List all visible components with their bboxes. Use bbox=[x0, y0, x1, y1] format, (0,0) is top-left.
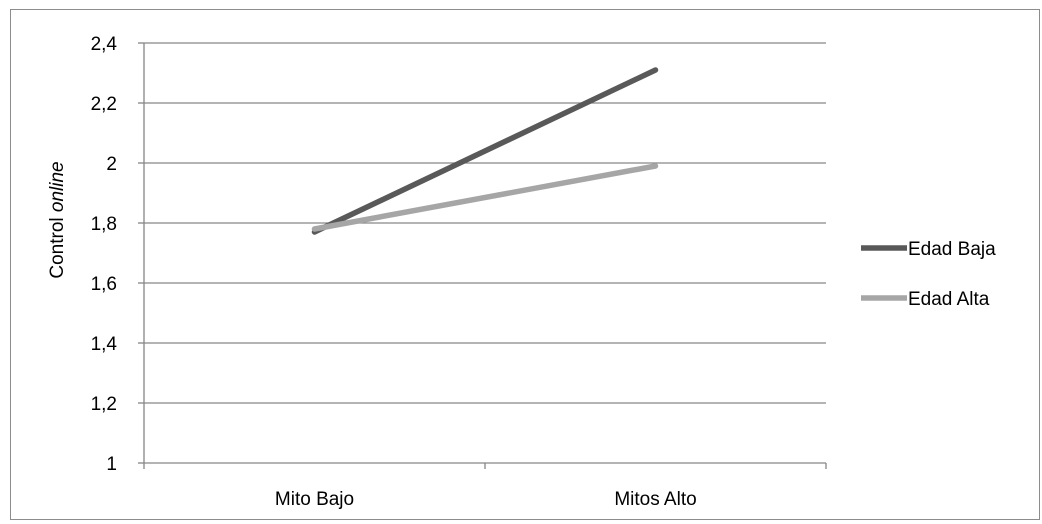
line-chart: 1 1,2 1,4 1,6 1,8 2 2,2 2,4 Mito Bajo Mitos Alto… bbox=[47, 34, 996, 510]
y-axis-title: Control online bbox=[47, 161, 68, 278]
y-tick-label: 1,4 bbox=[91, 334, 118, 355]
legend: Edad Baja Edad Alta bbox=[861, 239, 996, 310]
legend-label: Edad Alta bbox=[908, 289, 990, 310]
y-axis-title-italic: online bbox=[47, 161, 68, 212]
chart-frame: 1 1,2 1,4 1,6 1,8 2 2,2 2,4 Mito Bajo Mitos Alto… bbox=[10, 9, 1040, 520]
legend-label: Edad Baja bbox=[908, 239, 996, 260]
y-tick-label: 1,6 bbox=[91, 274, 117, 295]
y-tick-label: 1 bbox=[106, 454, 117, 475]
x-category-label: Mito Bajo bbox=[275, 489, 354, 510]
x-axis-categories: Mito Bajo Mitos Alto bbox=[275, 489, 697, 510]
y-axis-ticks: 1 1,2 1,4 1,6 1,8 2 2,2 2,4 bbox=[91, 34, 118, 475]
y-tick-label: 1,8 bbox=[91, 214, 117, 235]
y-tick-label: 1,2 bbox=[91, 394, 117, 415]
y-axis-title-text: Control bbox=[47, 217, 68, 278]
series-lines bbox=[311, 67, 659, 235]
gridlines bbox=[138, 42, 827, 469]
series-line-1 bbox=[311, 67, 659, 235]
y-tick-label: 2,4 bbox=[91, 34, 118, 55]
x-category-label: Mitos Alto bbox=[614, 489, 696, 510]
series-line-2 bbox=[311, 163, 659, 232]
y-tick-label: 2 bbox=[106, 154, 117, 175]
y-tick-label: 2,2 bbox=[91, 94, 117, 115]
